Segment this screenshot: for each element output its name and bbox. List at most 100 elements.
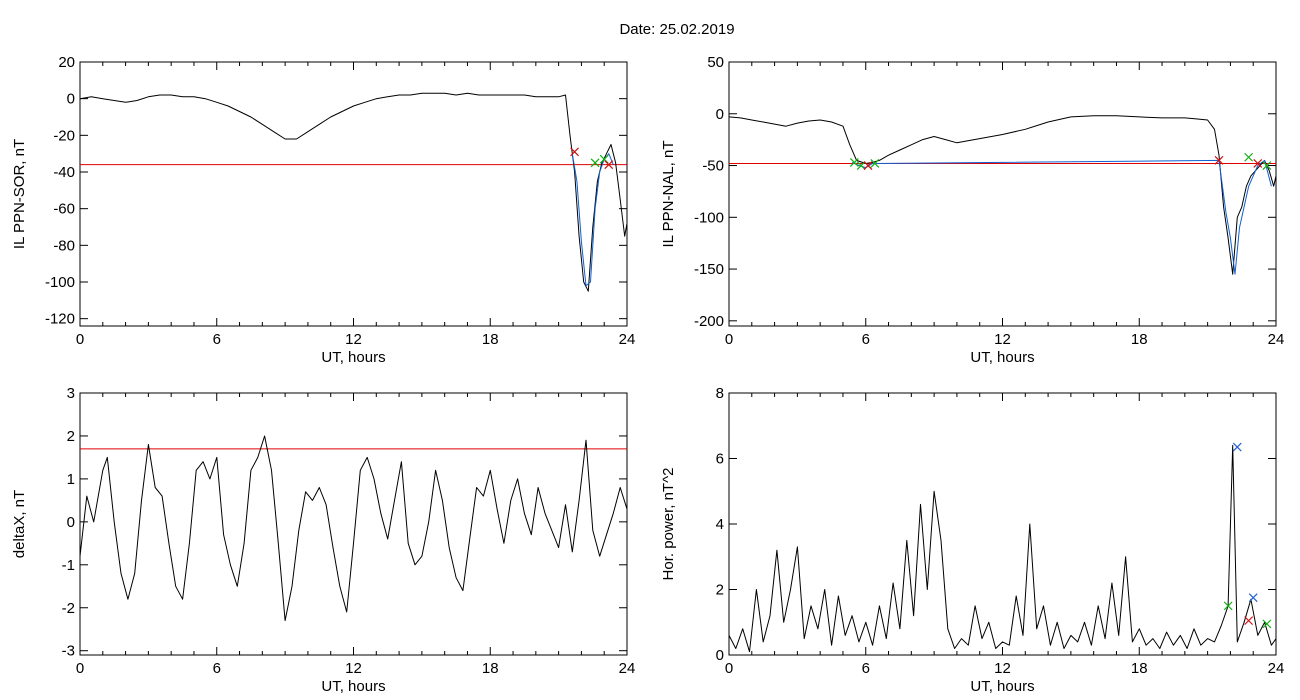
y-axis-title: IL PPN-NAL, nT	[660, 141, 677, 248]
x-tick-label: 6	[213, 660, 221, 677]
plot-area	[80, 92, 627, 292]
plot-frame	[728, 61, 1277, 327]
chart-panel-nal: 0 6 12 18 24 50 0 -50 -100 -150 -200 UT, hours IL PP…	[660, 54, 1284, 366]
x-tick-label: 12	[994, 660, 1011, 677]
data-marker	[1262, 619, 1272, 629]
x-tick-label: 0	[725, 331, 733, 348]
marker-stroke	[870, 159, 880, 168]
x-tick-label: 0	[725, 660, 733, 677]
data-marker	[599, 154, 609, 164]
marker-stroke	[1262, 161, 1272, 170]
plot-frame	[79, 392, 628, 656]
x-tick-label: 24	[1268, 660, 1285, 677]
data-marker	[870, 159, 880, 168]
marker-stroke	[570, 147, 580, 157]
y-tick-label: -50	[702, 158, 724, 175]
x-axis-title: UT, hours	[321, 678, 385, 695]
marker-stroke	[1253, 159, 1263, 168]
chart-panel-power: 0 6 12 18 24 8 6 4 2 0 UT, hours Hor. power, nT^2	[660, 385, 1284, 695]
x-tick-label: 12	[345, 331, 362, 348]
y-axis-title: IL PPN-SOR, nT	[11, 139, 28, 249]
chart-panel-sor: 0 6 12 18 24 20 0 -20 -40 -60 -80 -100 -120 UT, hours…	[11, 54, 635, 366]
y-tick-label: 8	[716, 385, 724, 402]
highlight-series-line	[851, 159, 1272, 275]
y-tick-label: -40	[53, 164, 75, 181]
y-axis-title: Hor. power, nT^2	[660, 468, 677, 581]
y-tick-label: 2	[716, 582, 724, 599]
marker-stroke	[1248, 593, 1258, 603]
y-tick-label: 20	[58, 54, 75, 71]
data-marker	[1244, 152, 1254, 162]
x-tick-label: 18	[1131, 660, 1148, 677]
y-tick-label: -1	[62, 557, 75, 574]
marker-stroke	[856, 161, 866, 170]
data-marker	[1214, 155, 1224, 165]
y-tick-label: -200	[694, 313, 724, 330]
y-tick-label: 3	[67, 385, 75, 402]
data-series-line	[729, 115, 1276, 275]
data-marker	[1232, 442, 1242, 452]
data-marker	[856, 161, 866, 170]
marker-stroke	[1214, 155, 1224, 165]
x-axis-title: UT, hours	[970, 349, 1034, 366]
x-tick-label: 18	[482, 331, 499, 348]
data-marker	[863, 161, 873, 170]
figure-date-label: Date: 25.02.2019	[619, 21, 734, 38]
y-tick-label: 6	[716, 451, 724, 468]
x-tick-label: 0	[76, 331, 84, 348]
marker-stroke	[1223, 601, 1233, 611]
x-tick-label: 24	[1268, 331, 1285, 348]
data-series-line	[729, 444, 1276, 653]
y-tick-label: 2	[67, 428, 75, 445]
data-marker	[1248, 593, 1258, 603]
x-tick-label: 24	[619, 331, 636, 348]
y-tick-label: -150	[694, 261, 724, 278]
y-tick-label: 4	[716, 516, 724, 533]
y-tick-label: -100	[45, 274, 75, 291]
y-tick-label: -20	[53, 127, 75, 144]
y-tick-label: 50	[707, 54, 724, 71]
y-tick-label: 0	[67, 514, 75, 531]
x-tick-label: 18	[1131, 331, 1148, 348]
plot-area	[729, 442, 1276, 653]
highlight-series-line	[571, 153, 614, 287]
y-axis-title: deltaX, nT	[11, 490, 28, 558]
plot-area	[80, 435, 627, 622]
y-tick-label: 0	[67, 91, 75, 108]
y-tick-label: 0	[716, 647, 724, 664]
x-axis-title: UT, hours	[321, 349, 385, 366]
x-tick-label: 0	[76, 660, 84, 677]
y-tick-label: -60	[53, 201, 75, 218]
data-marker	[1253, 159, 1263, 168]
marker-stroke	[1232, 442, 1242, 452]
x-tick-label: 12	[345, 660, 362, 677]
marker-stroke	[863, 161, 873, 170]
y-tick-label: -100	[694, 209, 724, 226]
marker-stroke	[1244, 616, 1254, 626]
y-tick-label: -120	[45, 311, 75, 328]
plot-frame	[728, 392, 1277, 656]
data-series-line	[80, 435, 627, 622]
x-tick-label: 12	[994, 331, 1011, 348]
x-tick-label: 18	[482, 660, 499, 677]
x-tick-label: 6	[862, 660, 870, 677]
data-series-line	[80, 92, 627, 292]
chart-panel-deltax: 0 6 12 18 24 3 2 1 0 -1 -2 -3 UT, hours deltaX, nT	[11, 385, 635, 695]
data-marker	[1223, 601, 1233, 611]
x-tick-label: 6	[213, 331, 221, 348]
y-tick-label: -3	[62, 643, 75, 660]
plot-frame	[79, 61, 628, 327]
y-tick-label: 1	[67, 471, 75, 488]
y-tick-label: -2	[62, 600, 75, 617]
plot-area	[729, 115, 1276, 275]
marker-stroke	[604, 160, 614, 170]
data-marker	[1244, 616, 1254, 626]
data-marker	[604, 160, 614, 170]
marker-stroke	[1262, 619, 1272, 629]
data-marker	[849, 157, 859, 167]
marker-stroke	[590, 158, 600, 168]
data-marker	[1262, 161, 1272, 170]
x-tick-label: 24	[619, 660, 636, 677]
marker-stroke	[1244, 152, 1254, 162]
